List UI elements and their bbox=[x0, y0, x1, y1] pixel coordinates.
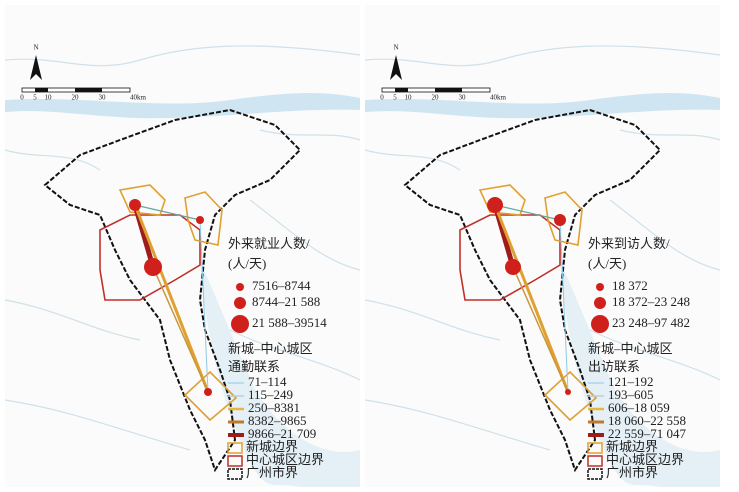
legend-point bbox=[236, 283, 244, 291]
legend-label: 中心城区边界 bbox=[606, 452, 684, 467]
legend-label: 新城边界 bbox=[246, 439, 298, 454]
scale-label: 10 bbox=[45, 94, 53, 102]
location-point bbox=[204, 388, 212, 396]
location-point bbox=[129, 199, 141, 211]
link-line bbox=[493, 204, 570, 393]
legend-label: 18 060–22 558 bbox=[608, 413, 686, 428]
estuary bbox=[200, 260, 360, 487]
legend-label: 新城边界 bbox=[606, 439, 658, 454]
scale-label: 40km bbox=[130, 94, 147, 102]
map-background bbox=[5, 5, 360, 487]
legend-boundary bbox=[587, 442, 603, 454]
link-line bbox=[494, 204, 561, 221]
map-panel bbox=[4, 5, 361, 487]
scale-bar bbox=[435, 88, 462, 92]
scale-label: 10 bbox=[405, 94, 413, 102]
legend-title: 新城–中心城区 bbox=[588, 341, 673, 356]
legend-label: 18 372–23 248 bbox=[612, 294, 690, 309]
scale-label: 0 bbox=[380, 94, 384, 102]
scale-label: 20 bbox=[72, 94, 80, 102]
legend-title: 外来到访人数/ bbox=[588, 236, 670, 251]
scale-bar bbox=[395, 88, 408, 92]
legend-label: 广州市界 bbox=[606, 465, 658, 480]
legend-title: 新城–中心城区 bbox=[228, 341, 313, 356]
north-label: N bbox=[393, 44, 398, 52]
north-arrow bbox=[30, 55, 42, 80]
legend-label: 18 372 bbox=[612, 278, 648, 293]
city-boundary bbox=[43, 108, 302, 473]
north-label: N bbox=[33, 44, 38, 52]
legend-label: 121–192 bbox=[608, 374, 654, 389]
legend-point bbox=[234, 297, 246, 309]
river bbox=[365, 93, 720, 119]
minor-river bbox=[4, 45, 361, 451]
scale-label: 0 bbox=[20, 94, 24, 102]
legend-label: 21 588–39514 bbox=[252, 315, 327, 330]
panel-overlay: N 0 5 10 20 30 40km 外来就业人数/ (人/天) 7516–87448744–2… bbox=[20, 44, 327, 480]
link-line bbox=[133, 204, 210, 393]
link-line bbox=[152, 266, 209, 393]
river bbox=[5, 93, 360, 119]
legend-label: 23 248–97 482 bbox=[612, 315, 690, 330]
legend-label: 广州市界 bbox=[246, 465, 298, 480]
north-arrow bbox=[390, 55, 402, 80]
legend-boundary bbox=[227, 468, 243, 480]
location-point bbox=[487, 197, 503, 213]
scale-label: 5 bbox=[393, 94, 397, 102]
scale-label: 5 bbox=[33, 94, 37, 102]
legend-point bbox=[594, 297, 606, 309]
legend-title: (人/天) bbox=[588, 256, 626, 271]
legend-label: 606–18 059 bbox=[608, 400, 670, 415]
legend-title: 通勤联系 bbox=[228, 359, 280, 374]
legend-point bbox=[596, 283, 604, 291]
city-boundary bbox=[403, 108, 662, 473]
legend-title: (人/天) bbox=[228, 256, 266, 271]
legend-label: 250–8381 bbox=[248, 400, 300, 415]
legend-label: 71–114 bbox=[248, 374, 287, 389]
link-line bbox=[559, 219, 569, 393]
link-line bbox=[199, 219, 209, 393]
location-point bbox=[144, 258, 162, 276]
legend-title: 外来就业人数/ bbox=[228, 236, 310, 251]
legend-label: 115–249 bbox=[248, 387, 293, 402]
legend-label: 22 559–71 047 bbox=[608, 426, 687, 441]
legend-boundary bbox=[227, 455, 243, 467]
legend-label: 9866–21 709 bbox=[248, 426, 316, 441]
location-point bbox=[554, 214, 566, 226]
legend-label: 8744–21 588 bbox=[252, 294, 320, 309]
legend-label: 8382–9865 bbox=[248, 413, 307, 428]
legend-label: 193–605 bbox=[608, 387, 654, 402]
scale-bar bbox=[75, 88, 102, 92]
location-point bbox=[505, 259, 521, 275]
scale-label: 30 bbox=[459, 94, 467, 102]
legend-boundary bbox=[587, 455, 603, 467]
location-point bbox=[196, 216, 204, 224]
scale-label: 30 bbox=[99, 94, 107, 102]
estuary bbox=[560, 260, 720, 487]
scale-label: 40km bbox=[490, 94, 507, 102]
legend-point bbox=[231, 315, 249, 333]
legend-point bbox=[591, 315, 609, 333]
link-line bbox=[512, 266, 569, 393]
scale-bar bbox=[35, 88, 48, 92]
legend-boundary bbox=[227, 442, 243, 454]
legend-label: 7516–8744 bbox=[252, 278, 311, 293]
minor-river bbox=[364, 45, 721, 451]
legend-title: 出访联系 bbox=[588, 359, 640, 374]
legend-boundary bbox=[587, 468, 603, 480]
map-panel bbox=[364, 5, 721, 487]
link-line bbox=[134, 204, 201, 221]
legend-label: 中心城区边界 bbox=[246, 452, 324, 467]
map-background bbox=[365, 5, 720, 487]
location-point bbox=[565, 389, 571, 395]
scale-label: 20 bbox=[432, 94, 440, 102]
